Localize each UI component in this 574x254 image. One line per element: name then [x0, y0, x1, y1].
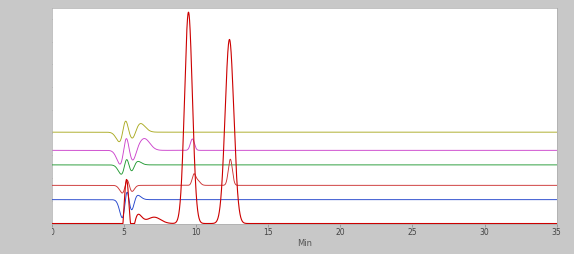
X-axis label: Min: Min [297, 239, 312, 248]
